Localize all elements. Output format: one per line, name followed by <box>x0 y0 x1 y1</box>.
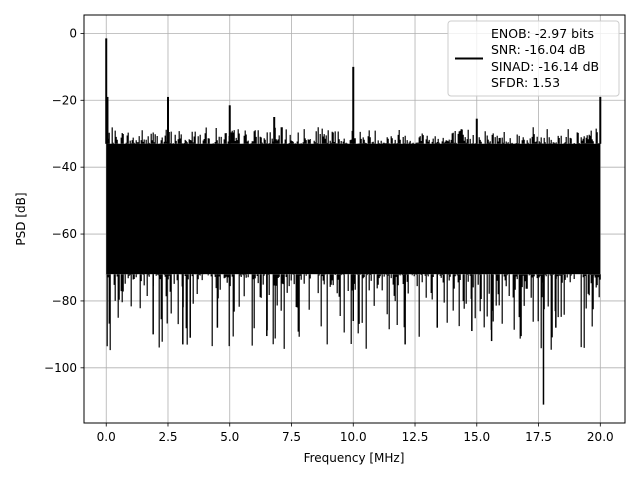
x-tick-label: 12.5 <box>402 430 429 444</box>
y-tick-label: −60 <box>52 227 77 241</box>
noise-band <box>106 143 601 275</box>
legend-box <box>447 20 620 97</box>
legend-entry-enob: ENOB: -2.97 bits <box>491 26 594 41</box>
x-axis-ticks: 0.0 2.5 5.0 7.5 10.0 12.5 15.0 17.5 20.0 <box>97 423 614 444</box>
legend-entry-sinad: SINAD: -16.14 dB <box>491 59 599 74</box>
x-tick-label: 5.0 <box>220 430 239 444</box>
x-tick-label: 15.0 <box>463 430 490 444</box>
x-tick-label: 20.0 <box>587 430 614 444</box>
y-tick-label: −40 <box>52 160 77 174</box>
legend-entry-snr: SNR: -16.04 dB <box>491 42 586 57</box>
x-tick-label: 0.0 <box>97 430 116 444</box>
y-tick-label: −20 <box>52 93 77 107</box>
axes-frame <box>83 14 626 424</box>
x-tick-label: 10.0 <box>340 430 367 444</box>
legend: ENOB: -2.97 bits SNR: -16.04 dB SINAD: -… <box>447 20 620 97</box>
psd-series <box>105 38 602 405</box>
x-axis-label: Frequency [MHz] <box>304 451 405 465</box>
y-tick-label: −80 <box>52 294 77 308</box>
x-tick-label: 7.5 <box>282 430 301 444</box>
y-axis-ticks: 0 −20 −40 −60 −80 −100 <box>44 26 84 375</box>
legend-entry-sfdr: SFDR: 1.53 <box>491 75 560 90</box>
x-tick-label: 2.5 <box>158 430 177 444</box>
y-tick-label: −100 <box>44 361 77 375</box>
y-tick-label: 0 <box>69 26 77 40</box>
x-tick-label: 17.5 <box>525 430 552 444</box>
y-axis-label: PSD [dB] <box>14 192 28 245</box>
